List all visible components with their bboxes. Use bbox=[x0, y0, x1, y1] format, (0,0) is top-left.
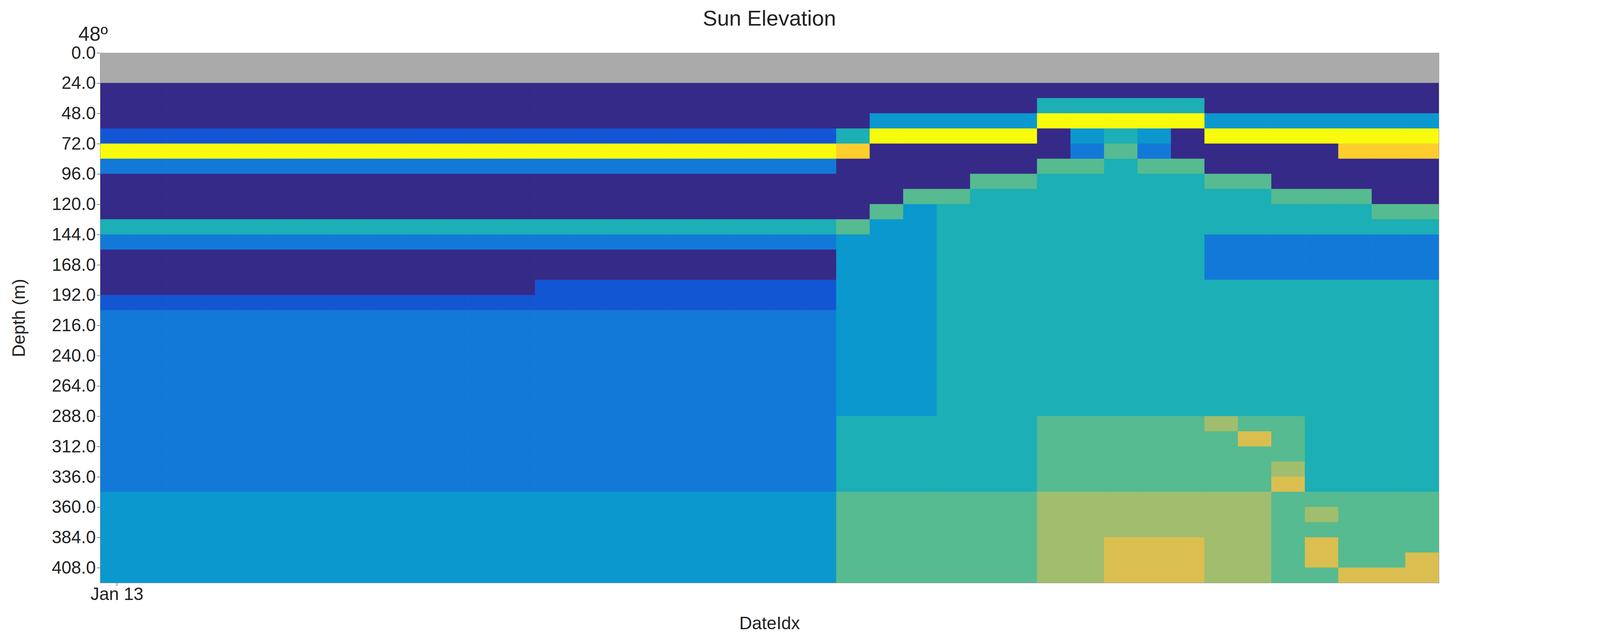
svg-text:96.0: 96.0 bbox=[61, 163, 96, 184]
svg-text:360.0: 360.0 bbox=[51, 496, 96, 517]
svg-text:24.0: 24.0 bbox=[61, 72, 96, 93]
svg-text:168.0: 168.0 bbox=[51, 254, 96, 275]
svg-text:312.0: 312.0 bbox=[51, 436, 96, 456]
svg-text:192.0: 192.0 bbox=[51, 284, 96, 305]
svg-text:336.0: 336.0 bbox=[51, 466, 96, 487]
svg-text:384.0: 384.0 bbox=[51, 527, 96, 547]
svg-text:0.0: 0.0 bbox=[71, 42, 96, 63]
svg-text:72.0: 72.0 bbox=[61, 133, 96, 154]
svg-text:288.0: 288.0 bbox=[51, 406, 96, 426]
svg-text:Depth (m): Depth (m) bbox=[8, 278, 29, 358]
svg-text:264.0: 264.0 bbox=[51, 375, 96, 396]
svg-text:216.0: 216.0 bbox=[51, 315, 96, 335]
svg-text:48.0: 48.0 bbox=[61, 103, 96, 123]
html-text:Sun Elevation: Sun Elevation bbox=[702, 6, 837, 30]
svg-text:240.0: 240.0 bbox=[51, 345, 96, 366]
svg-text:120.0: 120.0 bbox=[51, 194, 96, 214]
svg-text:Jan 13: Jan 13 bbox=[90, 584, 144, 604]
svg-text:144.0: 144.0 bbox=[51, 224, 96, 244]
svg-text:DateIdx: DateIdx bbox=[739, 613, 800, 633]
html-text:48º: 48º bbox=[78, 22, 108, 46]
svg-text:408.0: 408.0 bbox=[51, 557, 96, 578]
